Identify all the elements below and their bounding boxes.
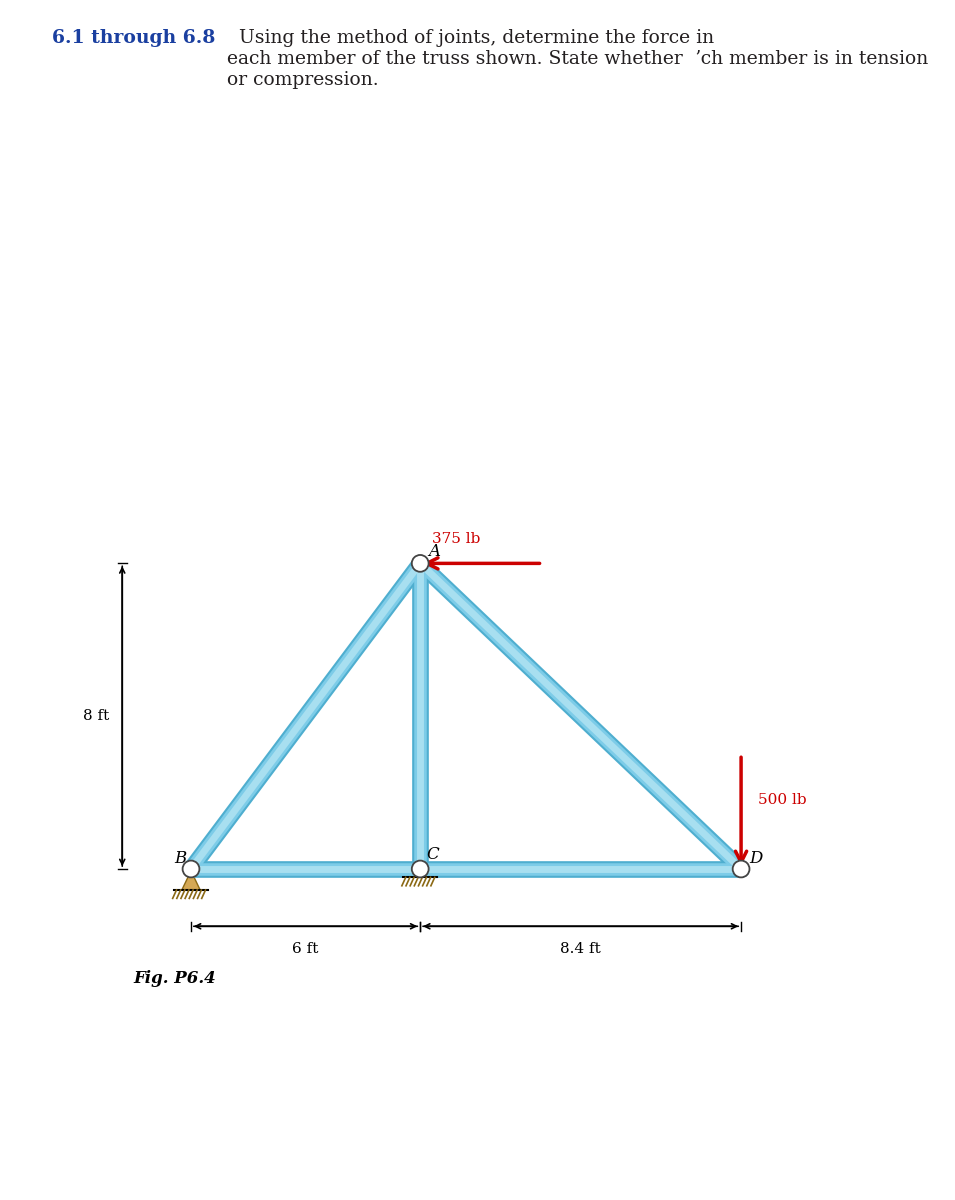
Text: 6 ft: 6 ft bbox=[292, 942, 319, 956]
Circle shape bbox=[408, 870, 415, 877]
Circle shape bbox=[412, 554, 429, 571]
Circle shape bbox=[425, 870, 433, 877]
Text: Fig. P6.4: Fig. P6.4 bbox=[134, 971, 217, 988]
Circle shape bbox=[412, 860, 429, 877]
Text: A: A bbox=[429, 542, 440, 559]
Text: 500 lb: 500 lb bbox=[758, 793, 807, 808]
Text: D: D bbox=[750, 850, 763, 868]
Circle shape bbox=[182, 860, 200, 877]
Text: 8.4 ft: 8.4 ft bbox=[561, 942, 601, 956]
Text: 6.1 through 6.8: 6.1 through 6.8 bbox=[52, 29, 216, 47]
Text: 8 ft: 8 ft bbox=[83, 709, 109, 724]
Text: 375 lb: 375 lb bbox=[432, 532, 480, 546]
Circle shape bbox=[732, 860, 750, 877]
Text: C: C bbox=[426, 846, 438, 863]
Text: Using the method of joints, determine the force in
each member of the truss show: Using the method of joints, determine th… bbox=[227, 29, 928, 89]
Polygon shape bbox=[181, 871, 201, 890]
Circle shape bbox=[416, 870, 424, 877]
Text: B: B bbox=[174, 850, 186, 868]
